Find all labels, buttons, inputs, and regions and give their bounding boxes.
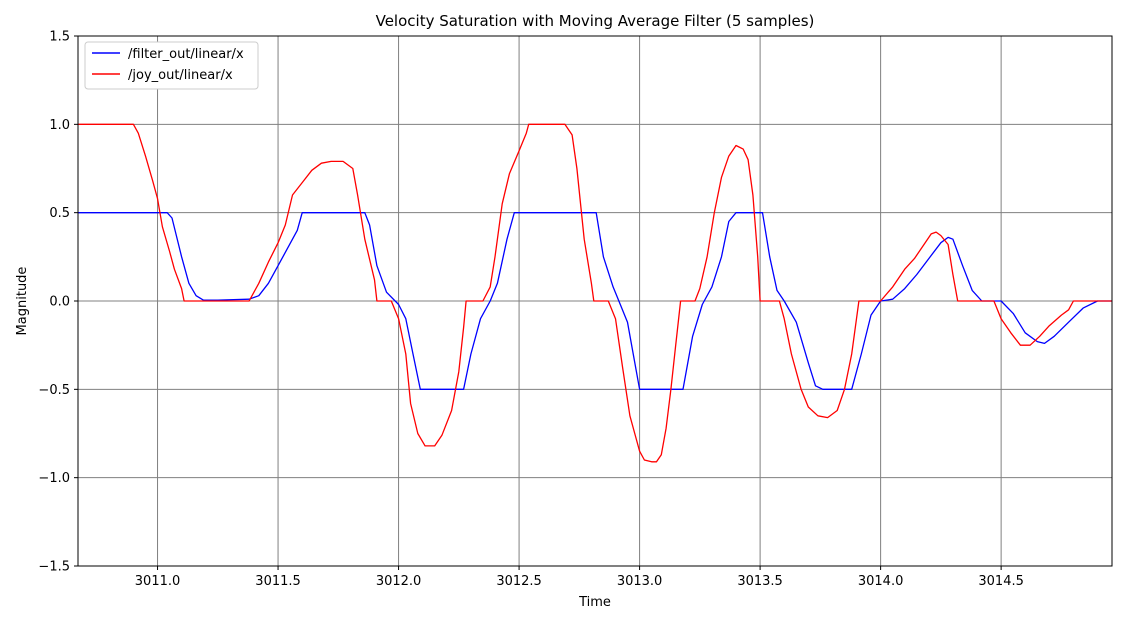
axis-ticks: 3011.0 3011.5 3012.0 3012.5 3013.0 3013.5 3014… [38,30,1023,590]
legend-box [84,41,259,90]
legend-label-filter-out: /filter_out/linear/x [128,47,244,62]
x-tick-label: 3014.0 [858,574,904,589]
x-tick-label: 3013.5 [737,574,783,589]
legend-label-joy-out: /joy_out/linear/x [128,68,233,83]
y-tick-label: 1.5 [49,30,70,45]
x-tick-label: 3012.0 [376,574,422,589]
series-line-filter-out [78,212,1112,390]
x-tick-label: 3011.5 [255,574,301,589]
y-axis-title: Magnitude [15,267,30,336]
legend: /filter_out/linear/x /joy_out/linear/x [84,41,259,90]
series-line-joy-out [78,123,1112,463]
series-layer [78,123,1112,463]
y-tick-label: 0.5 [49,206,70,221]
y-tick-label: 0.0 [49,295,70,310]
y-tick-label: −1.0 [38,471,70,486]
x-tick-label: 3014.5 [978,574,1024,589]
y-tick-label: 1.0 [49,118,70,133]
x-tick-label: 3013.0 [617,574,663,589]
x-tick-label: 3011.0 [135,574,181,589]
chart-title: Velocity Saturation with Moving Average … [376,12,815,30]
x-axis-title: Time [578,595,611,610]
y-tick-label: −0.5 [38,383,70,398]
y-tick-label: −1.5 [38,560,70,575]
x-tick-label: 3012.5 [496,574,542,589]
